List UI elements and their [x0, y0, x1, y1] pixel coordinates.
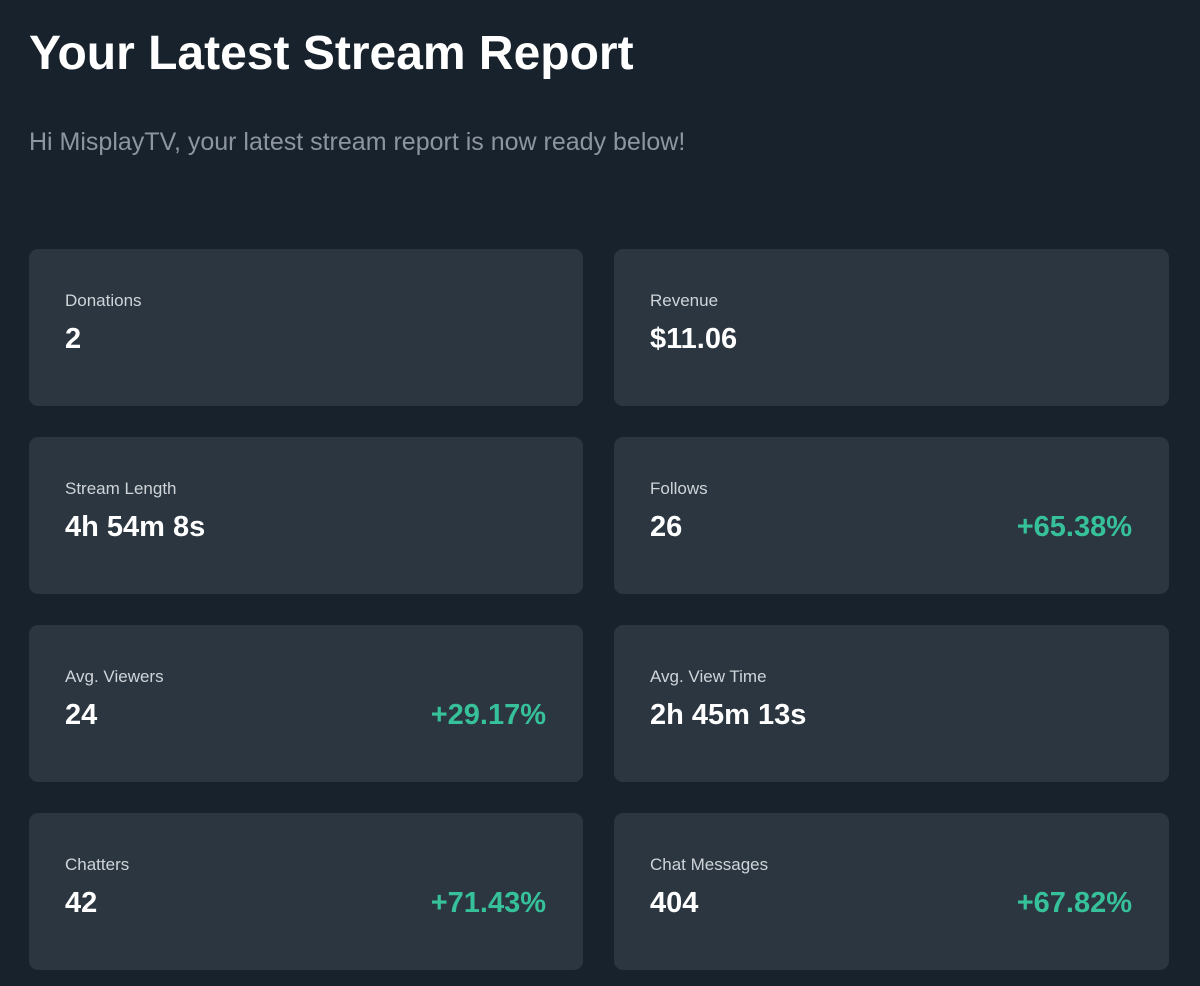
stat-value: 42 [65, 887, 98, 919]
stat-card-avg-view-time: Avg. View Time 2h 45m 13s [614, 625, 1169, 782]
stat-value: 24 [65, 699, 98, 731]
page-title: Your Latest Stream Report [29, 27, 634, 80]
stat-label: Chatters [65, 855, 130, 874]
stat-value: 404 [650, 887, 699, 919]
stats-grid: Donations 2 Revenue $11.06 Stream Length… [29, 249, 1169, 970]
stat-delta-badge: +65.38% [1016, 511, 1132, 543]
stat-delta-badge: +67.82% [1016, 887, 1132, 919]
stat-card-follows: Follows 26 +65.38% [614, 437, 1169, 594]
stat-value: 26 [650, 511, 683, 543]
page-subtitle: Hi MisplayTV, your latest stream report … [29, 128, 686, 156]
stat-label: Chat Messages [650, 855, 769, 874]
stat-value: $11.06 [650, 323, 738, 355]
stat-label: Follows [650, 479, 708, 498]
stat-value: 2 [65, 323, 82, 355]
stat-card-chat-messages: Chat Messages 404 +67.82% [614, 813, 1169, 970]
stat-label: Avg. Viewers [65, 667, 164, 686]
stat-delta-badge: +29.17% [430, 699, 546, 731]
stat-label: Avg. View Time [650, 667, 767, 686]
stat-card-chatters: Chatters 42 +71.43% [29, 813, 583, 970]
stat-value: 2h 45m 13s [650, 699, 807, 731]
stat-label: Stream Length [65, 479, 177, 498]
stat-card-revenue: Revenue $11.06 [614, 249, 1169, 406]
stat-value: 4h 54m 8s [65, 511, 206, 543]
stat-card-avg-viewers: Avg. Viewers 24 +29.17% [29, 625, 583, 782]
stat-label: Donations [65, 291, 142, 310]
stat-label: Revenue [650, 291, 719, 310]
stat-card-stream-length: Stream Length 4h 54m 8s [29, 437, 583, 594]
stat-delta-badge: +71.43% [430, 887, 546, 919]
stat-card-donations: Donations 2 [29, 249, 583, 406]
